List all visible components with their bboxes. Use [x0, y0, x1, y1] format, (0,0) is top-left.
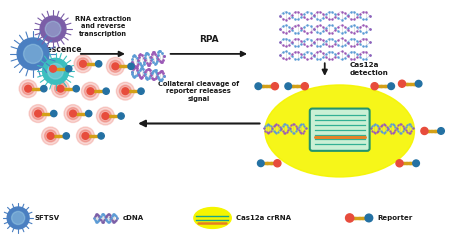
- Circle shape: [63, 133, 69, 139]
- Circle shape: [285, 83, 292, 90]
- Circle shape: [24, 44, 43, 63]
- Circle shape: [438, 128, 444, 134]
- Text: Reporter: Reporter: [377, 215, 412, 221]
- Circle shape: [70, 110, 76, 117]
- Circle shape: [80, 130, 91, 142]
- Circle shape: [32, 108, 44, 120]
- Circle shape: [85, 110, 92, 117]
- Circle shape: [255, 83, 262, 90]
- Ellipse shape: [265, 85, 414, 177]
- Circle shape: [415, 80, 422, 87]
- Circle shape: [50, 65, 56, 72]
- Circle shape: [106, 57, 124, 75]
- Circle shape: [35, 110, 41, 117]
- Circle shape: [19, 80, 37, 98]
- Circle shape: [48, 63, 64, 79]
- Circle shape: [74, 55, 92, 73]
- Circle shape: [47, 63, 59, 75]
- Text: cDNA: cDNA: [123, 215, 144, 221]
- Circle shape: [421, 127, 428, 135]
- Circle shape: [371, 83, 378, 90]
- Circle shape: [118, 113, 124, 119]
- Circle shape: [43, 58, 69, 84]
- Circle shape: [396, 160, 403, 167]
- Circle shape: [399, 80, 406, 87]
- Circle shape: [119, 85, 131, 97]
- Circle shape: [112, 63, 118, 70]
- Circle shape: [96, 107, 114, 125]
- Circle shape: [64, 105, 82, 123]
- Ellipse shape: [194, 208, 231, 228]
- Circle shape: [128, 63, 134, 69]
- FancyBboxPatch shape: [310, 108, 370, 151]
- Circle shape: [122, 88, 129, 94]
- Circle shape: [100, 110, 111, 122]
- Circle shape: [57, 85, 64, 92]
- Text: SFTSV: SFTSV: [35, 215, 60, 221]
- Circle shape: [271, 83, 278, 90]
- Circle shape: [51, 110, 57, 117]
- Text: Collateral cleavage of
reporter releases
signal: Collateral cleavage of reporter releases…: [158, 81, 239, 102]
- Text: Cas12a
detection: Cas12a detection: [350, 62, 389, 76]
- Circle shape: [47, 133, 54, 139]
- Circle shape: [102, 113, 109, 119]
- Text: Cas12a crRNA: Cas12a crRNA: [236, 215, 291, 221]
- Circle shape: [76, 127, 94, 145]
- Circle shape: [301, 83, 309, 90]
- Circle shape: [82, 133, 89, 139]
- Circle shape: [138, 88, 144, 94]
- Circle shape: [40, 16, 66, 42]
- Circle shape: [103, 88, 109, 94]
- Circle shape: [84, 85, 96, 97]
- Circle shape: [116, 82, 134, 100]
- Circle shape: [274, 160, 281, 167]
- Circle shape: [388, 83, 394, 90]
- Circle shape: [42, 127, 60, 145]
- Circle shape: [55, 83, 66, 95]
- Circle shape: [80, 61, 86, 67]
- Circle shape: [96, 61, 102, 67]
- Circle shape: [87, 88, 94, 94]
- Circle shape: [45, 130, 56, 142]
- Circle shape: [67, 108, 79, 120]
- Text: RPA: RPA: [199, 35, 219, 44]
- Circle shape: [52, 80, 70, 98]
- Circle shape: [45, 21, 61, 37]
- Circle shape: [65, 66, 72, 72]
- Circle shape: [257, 160, 264, 167]
- Circle shape: [44, 60, 62, 78]
- Circle shape: [109, 60, 121, 72]
- Circle shape: [11, 211, 25, 225]
- Circle shape: [25, 85, 31, 92]
- Text: Fluorescence: Fluorescence: [24, 45, 82, 54]
- Circle shape: [346, 214, 354, 222]
- Circle shape: [29, 105, 47, 123]
- Circle shape: [365, 214, 373, 222]
- Circle shape: [22, 83, 34, 95]
- Circle shape: [413, 160, 419, 167]
- Circle shape: [77, 58, 89, 70]
- Text: RNA extraction
and reverse
transcription: RNA extraction and reverse transcription: [75, 15, 131, 37]
- Circle shape: [98, 133, 104, 139]
- Circle shape: [7, 207, 29, 229]
- Circle shape: [17, 38, 49, 70]
- Circle shape: [73, 86, 79, 92]
- Circle shape: [82, 82, 100, 100]
- Circle shape: [41, 86, 47, 92]
